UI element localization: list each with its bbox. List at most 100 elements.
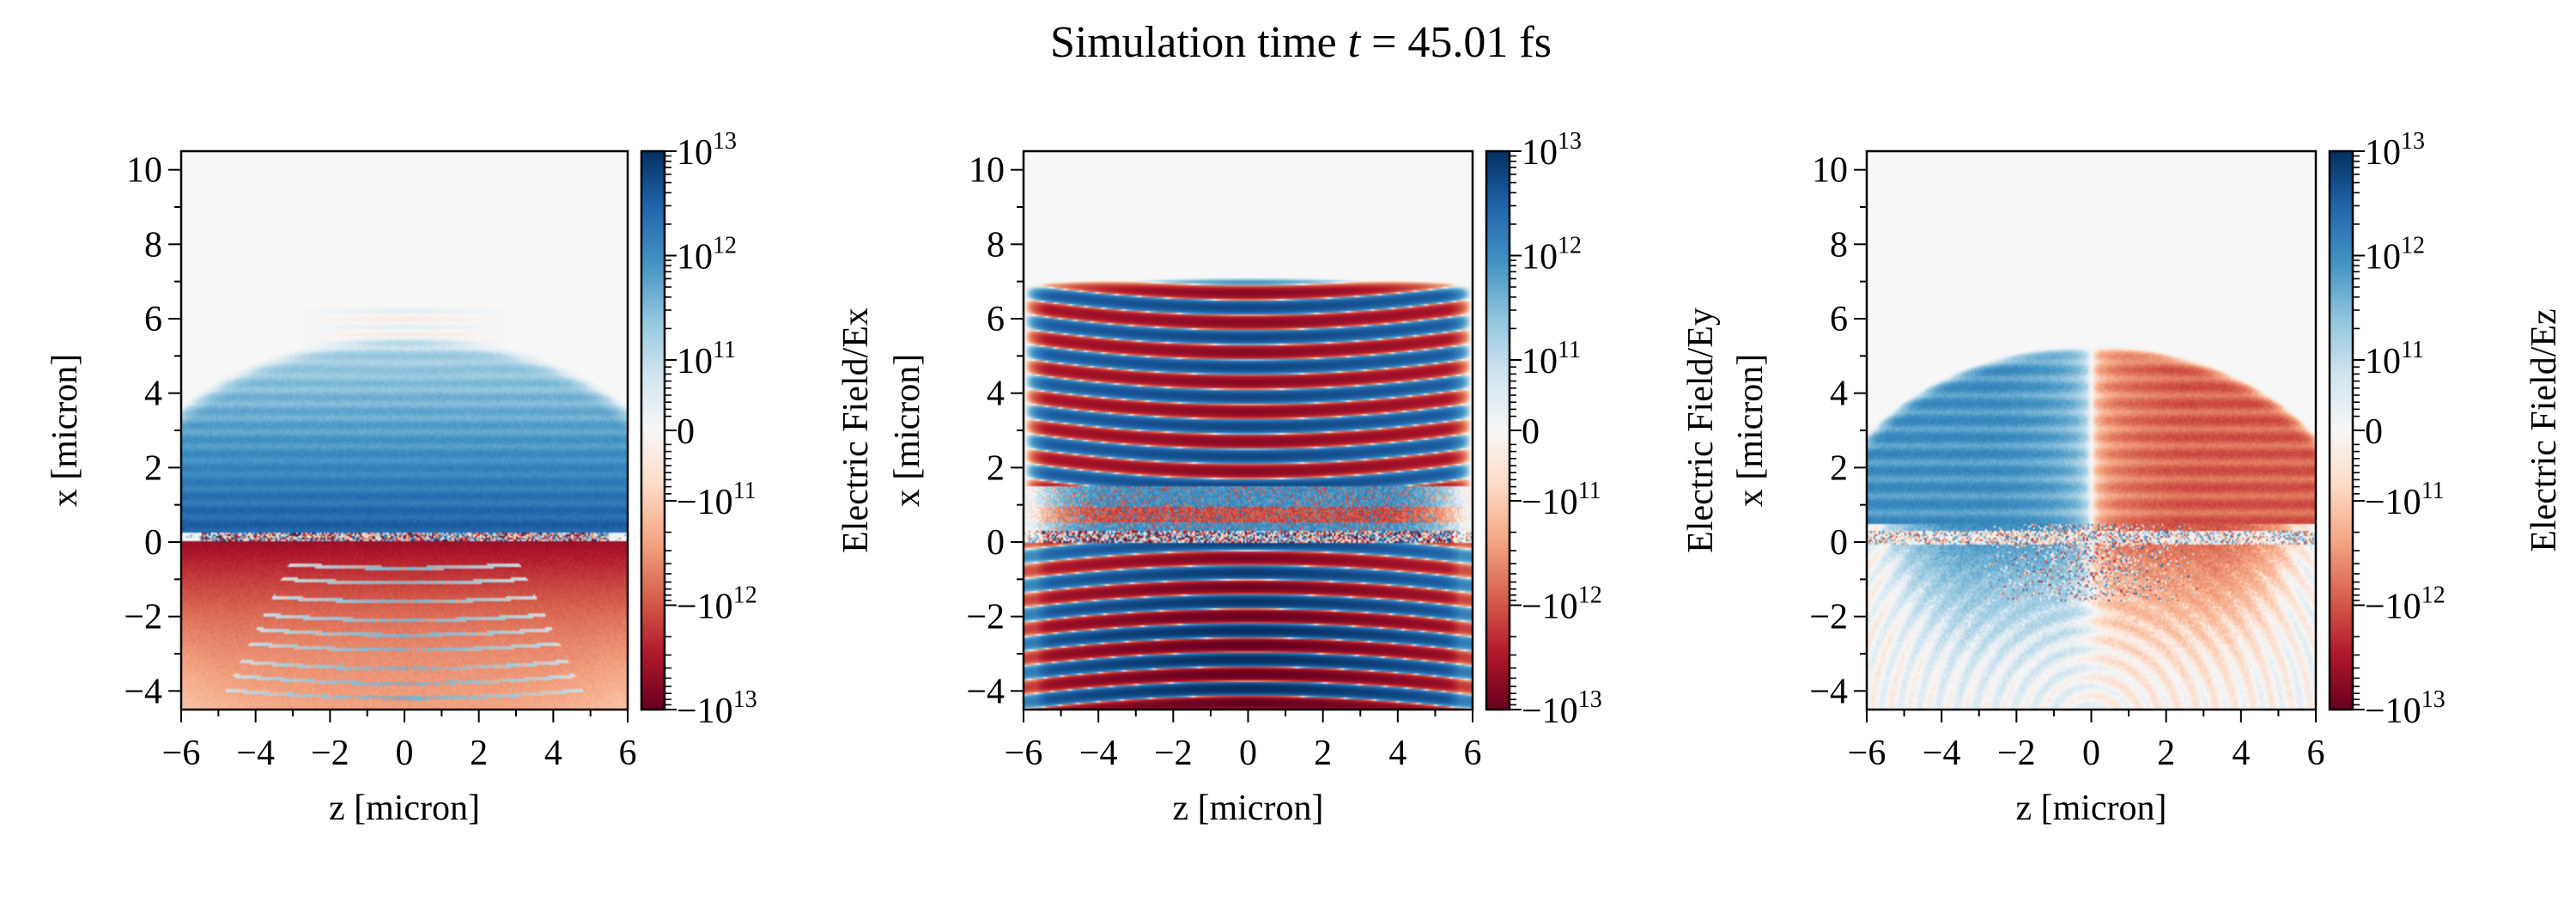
colorbar-tick-exponent: 13 [2401,128,2425,155]
colorbar-Ex [641,151,665,710]
colorbar-tick-label: −1013 [677,686,757,731]
x-tick-label: 2 [2157,734,2175,773]
colorbar-tick-base: 10 [677,342,713,381]
colorbar-tick-exponent: 12 [1578,582,1602,609]
x-axis-label: z [micron] [1172,789,1323,828]
colorbar-tick-exponent: 12 [2421,582,2445,609]
title-text: Simulation time [1050,18,1337,67]
axes-frame [1865,149,2318,711]
colorbar-label: Electric Field/Ex [836,308,876,553]
y-tick-label: 10 [1812,151,1848,191]
x-tick-label: 2 [1314,734,1332,773]
colorbar-tick-exponent: 13 [713,128,737,155]
colorbar-tick-label: 1013 [2365,128,2425,173]
colorbar-tick-base: 10 [677,237,713,277]
colorbar-tick-exponent: 13 [1578,686,1602,713]
colorbar-tick-label: 1013 [1522,128,1582,173]
colorbar-tick-exponent: 13 [2421,686,2445,713]
colorbar-tick-exponent: 12 [2401,232,2425,259]
colorbar-tick-base: −10 [677,483,733,522]
title-value: = 45.01 fs [1371,18,1552,67]
y-tick-label: 8 [1830,225,1848,265]
colorbar-tick-label: 1011 [2365,337,2424,381]
colorbar-tick-base: −10 [1522,483,1578,522]
x-tick-label: 4 [544,734,562,773]
x-tick-label: −6 [162,734,201,773]
y-tick-label: −4 [966,672,1005,711]
y-tick-label: 10 [969,151,1005,191]
colorbar-tick-label: −1013 [2365,686,2445,731]
colorbar-tick-base: 10 [1522,133,1558,173]
x-tick-label: 0 [396,734,414,773]
colorbar-tick-base: 0 [2365,412,2383,452]
y-tick-label: 8 [144,225,162,265]
colorbar-tick-base: −10 [2365,692,2421,731]
colorbar-tick-exponent: 11 [713,337,736,363]
colorbar-tick-label: 1011 [677,337,736,381]
colorbar-tick-base: −10 [1522,588,1578,627]
x-tick-label: 4 [1388,734,1406,773]
colorbar-tick-label: −1012 [677,582,757,627]
colorbar-tick-label: 1012 [2365,232,2425,277]
y-tick-label: 0 [1830,523,1848,563]
colorbar-label: Electric Field/Ey [1681,308,1721,553]
colorbar-tick-label: 0 [2365,412,2383,452]
y-tick-label: 6 [1830,300,1848,339]
y-tick-label: −2 [1809,598,1848,637]
heatmap-Ex [181,151,628,710]
colorbar-tick-base: 10 [2365,237,2401,277]
colorbar-tick-exponent: 11 [1558,337,1581,363]
y-axis-label: x [micron] [46,354,85,507]
x-tick-label: −6 [1005,734,1043,773]
x-tick-label: −6 [1848,734,1886,773]
x-tick-label: −2 [1154,734,1193,773]
colorbar-tick-label: −1012 [2365,582,2445,627]
x-tick-label: 0 [2082,734,2100,773]
x-tick-label: −4 [1079,734,1118,773]
heatmap-Ez [1867,151,2316,710]
y-tick-label: 0 [144,523,162,563]
colorbar-tick-label: 1012 [677,232,737,277]
y-tick-label: 4 [987,375,1005,414]
axes-frame [179,149,629,711]
colorbar-tick-label: −1013 [1522,686,1602,731]
colorbar-tick-exponent: 12 [713,232,737,259]
y-tick-label: −4 [1809,672,1848,711]
x-tick-label: 4 [2232,734,2250,773]
colorbar-tick-base: −10 [2365,483,2421,522]
colorbar-tick-label: 0 [1522,412,1540,452]
y-tick-label: −2 [124,598,162,637]
y-tick-label: −4 [124,672,162,711]
x-tick-label: 0 [1239,734,1257,773]
colorbar-tick-base: 10 [1522,237,1558,277]
colorbar-frame [640,149,666,711]
colorbar-Ey [1486,151,1510,710]
y-tick-label: 2 [144,448,162,488]
colorbar-tick-label: 1011 [1522,337,1581,381]
colorbar-tick-base: −10 [677,692,733,731]
x-axis-label: z [micron] [2015,789,2166,828]
colorbar-tick-base: 0 [677,412,695,452]
x-tick-label: 6 [2307,734,2325,773]
colorbar-tick-base: −10 [677,588,733,627]
y-tick-label: 8 [987,225,1005,265]
x-axis-label: z [micron] [329,789,480,828]
colorbar-tick-label: −1011 [2365,478,2445,522]
x-tick-label: 2 [470,734,488,773]
axes-frame [1022,149,1474,711]
colorbar-tick-base: −10 [2365,588,2421,627]
y-tick-label: 10 [126,151,162,191]
colorbar-Ez [2330,151,2353,710]
colorbar-tick-base: 10 [1522,342,1558,381]
colorbar-tick-exponent: 13 [1558,128,1582,155]
colorbar-frame [2328,149,2354,711]
y-tick-label: 0 [987,523,1005,563]
colorbar-tick-label: 1012 [1522,232,1582,277]
x-tick-label: −2 [1997,734,2036,773]
y-tick-label: −2 [966,598,1005,637]
colorbar-tick-base: 10 [2365,133,2401,173]
